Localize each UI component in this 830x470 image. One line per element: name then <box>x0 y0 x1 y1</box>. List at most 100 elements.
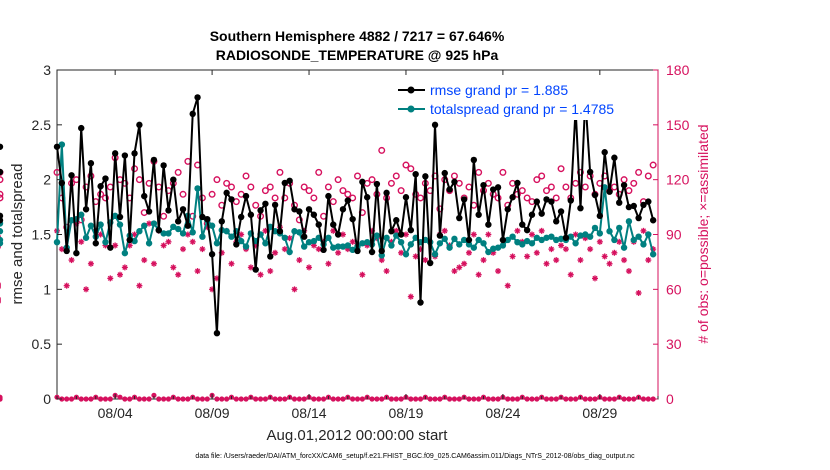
assimilated-obs-point <box>339 231 346 238</box>
assimilated-stroke <box>136 283 142 289</box>
totalspread-point <box>87 222 95 229</box>
rmse-point <box>296 208 303 215</box>
possible-obs-point <box>261 187 269 195</box>
totalspread-point <box>141 222 148 229</box>
totalspread-point <box>349 246 356 254</box>
rmse-point <box>630 202 637 210</box>
rmse-point <box>262 200 269 207</box>
y-axis-left: 0 0.5 1 1.5 2 2.5 3 <box>32 62 62 407</box>
rmse-point <box>485 221 492 228</box>
zero-count-marker <box>398 396 404 402</box>
rmse-point <box>165 207 172 214</box>
possible-obs-point <box>281 194 289 202</box>
x-tick-label: 08/04 <box>98 405 133 421</box>
rmse-point <box>97 183 104 190</box>
assimilated-obs-point <box>112 242 119 249</box>
assimilated-obs-point <box>577 257 584 264</box>
totalspread-point <box>136 228 143 235</box>
rmse-point <box>591 191 599 199</box>
zero-count-marker <box>185 396 191 402</box>
assimilated-stroke <box>413 253 419 259</box>
rmse-point <box>107 244 114 251</box>
totalspread-point <box>330 244 337 251</box>
x-tick-label: 08/19 <box>388 405 423 421</box>
totalspread-point <box>68 217 75 224</box>
zero-count-marker <box>626 396 632 402</box>
rmse-point <box>359 178 366 186</box>
assimilated-obs-point <box>538 227 545 234</box>
totalspread-point <box>485 248 492 256</box>
assimilated-obs-point <box>296 257 303 264</box>
rmse-point <box>397 231 405 238</box>
assimilated-obs-point <box>281 246 288 253</box>
totalspread-point <box>533 234 541 241</box>
rmse-point <box>330 221 337 228</box>
rmse-point <box>363 194 371 201</box>
possible-obs-point <box>349 194 357 202</box>
assimilated-stroke <box>495 268 501 274</box>
assimilated-stroke <box>553 257 559 263</box>
totalspread-point <box>383 234 390 241</box>
rmse-point <box>145 208 153 215</box>
assimilated-stroke <box>146 220 152 227</box>
totalspread-point <box>131 237 138 245</box>
zero-count-marker <box>301 396 307 402</box>
zero-count-marker <box>495 396 501 402</box>
assimilated-obs-point <box>160 242 167 249</box>
assimilated-stroke <box>175 272 181 278</box>
rmse-point <box>199 213 206 221</box>
assimilated-stroke <box>408 294 414 300</box>
assimilated-obs-point <box>548 246 555 253</box>
rmse-point <box>174 218 182 225</box>
rmse-point <box>228 196 235 203</box>
possible-obs-point <box>620 176 628 184</box>
rmse-point <box>111 150 119 157</box>
rmse-point <box>451 178 458 186</box>
totalspread-point <box>456 241 463 248</box>
assimilated-stroke <box>151 261 157 267</box>
zero-count-marker <box>509 396 516 402</box>
assimilated-obs-point <box>267 268 274 275</box>
possible-obs-point <box>407 165 415 173</box>
zero-count-marker <box>272 396 278 402</box>
rmse-point <box>102 175 109 182</box>
rmse-point <box>170 176 177 183</box>
possible-obs-point <box>630 179 638 187</box>
totalspread-point <box>262 240 269 247</box>
assimilated-stroke <box>296 257 302 263</box>
possible-obs-point <box>465 183 473 191</box>
assimilated-obs-point <box>257 271 264 278</box>
possible-obs-point <box>213 176 221 184</box>
rmse-point <box>344 197 352 204</box>
assimilated-obs-point <box>238 231 245 238</box>
zero-count-marker <box>563 396 569 402</box>
totalspread-point <box>213 240 221 247</box>
rmse-point <box>0 217 4 224</box>
zero-count-marker <box>485 396 491 402</box>
possible-obs-point <box>227 183 235 191</box>
totalspread-point <box>557 235 565 243</box>
zero-count-marker <box>408 396 414 402</box>
possible-obs-point <box>572 179 580 187</box>
zero-count-marker <box>611 396 617 402</box>
zero-count-marker <box>568 396 574 402</box>
totalspread-point <box>378 252 385 259</box>
totalspread-point <box>296 229 303 236</box>
possible-obs-point <box>475 168 483 176</box>
assimilated-stroke <box>316 246 322 252</box>
legend-box <box>395 80 650 120</box>
assimilated-stroke <box>199 246 205 252</box>
zero-count-marker <box>379 396 385 402</box>
rmse-point <box>184 222 192 229</box>
rmse-point <box>640 201 647 209</box>
zero-count-marker <box>156 396 162 402</box>
totalspread-point <box>586 233 594 240</box>
zero-count-marker <box>257 396 264 402</box>
possible-obs-point <box>242 172 250 180</box>
rmse-point <box>509 194 516 201</box>
totalspread-point <box>460 236 468 244</box>
rmse-point <box>494 184 502 191</box>
assimilated-obs-point <box>247 264 254 271</box>
rmse-point <box>63 247 70 255</box>
totalspread-point <box>553 236 560 244</box>
